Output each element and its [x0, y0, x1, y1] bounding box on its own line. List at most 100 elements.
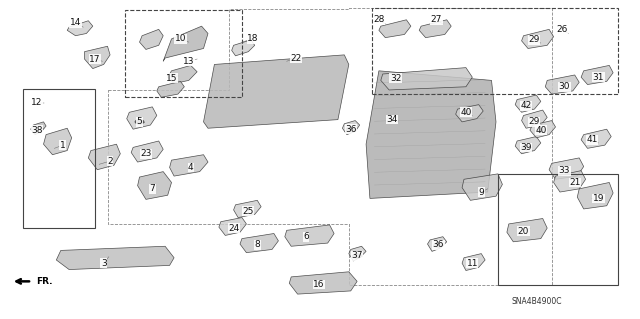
Text: 42: 42 [520, 101, 532, 110]
Bar [23, 89, 95, 228]
Polygon shape [168, 65, 197, 84]
Text: 41: 41 [586, 135, 598, 144]
Text: 32: 32 [390, 74, 401, 83]
Polygon shape [462, 254, 485, 271]
Text: 30: 30 [559, 82, 570, 91]
Text: 21: 21 [569, 178, 580, 187]
Bar [498, 174, 618, 285]
Polygon shape [88, 144, 120, 170]
Text: 1: 1 [60, 141, 65, 150]
Text: 33: 33 [559, 166, 570, 175]
Polygon shape [44, 128, 72, 155]
Text: 38: 38 [31, 126, 43, 135]
Text: 26: 26 [556, 25, 568, 34]
Text: 23: 23 [140, 149, 152, 158]
Polygon shape [428, 237, 447, 251]
Text: 15: 15 [166, 74, 177, 83]
Polygon shape [554, 171, 586, 192]
Polygon shape [204, 55, 349, 128]
Polygon shape [522, 110, 547, 128]
Text: 25: 25 [243, 207, 254, 216]
Text: 29: 29 [529, 35, 540, 44]
Text: 39: 39 [520, 143, 532, 152]
Text: 18: 18 [247, 34, 259, 43]
Text: 4: 4 [188, 163, 193, 172]
Polygon shape [163, 26, 208, 61]
Text: 6: 6 [303, 232, 308, 241]
Text: 36: 36 [345, 125, 356, 134]
Text: 10: 10 [175, 34, 186, 43]
Text: 34: 34 [386, 115, 397, 124]
Text: 40: 40 [535, 126, 547, 135]
Text: 22: 22 [290, 54, 301, 63]
Circle shape [536, 128, 545, 132]
Polygon shape [366, 71, 496, 198]
Text: 40: 40 [460, 108, 472, 117]
Polygon shape [549, 158, 584, 179]
Polygon shape [381, 68, 472, 90]
Text: 11: 11 [467, 259, 478, 268]
Text: 31: 31 [593, 73, 604, 82]
Text: 20: 20 [518, 227, 529, 236]
Polygon shape [84, 46, 110, 69]
Circle shape [434, 243, 443, 247]
Circle shape [353, 254, 362, 258]
Polygon shape [581, 129, 611, 148]
Polygon shape [285, 225, 334, 246]
Text: 9: 9 [479, 188, 484, 197]
Polygon shape [289, 272, 357, 294]
Text: 14: 14 [70, 19, 81, 27]
Polygon shape [581, 65, 613, 85]
Text: 29: 29 [529, 117, 540, 126]
Text: 7: 7 [150, 184, 155, 193]
Polygon shape [219, 218, 246, 235]
Polygon shape [379, 20, 411, 38]
Circle shape [522, 104, 531, 108]
Text: 17: 17 [89, 55, 100, 63]
Polygon shape [522, 29, 554, 48]
Text: 13: 13 [183, 57, 195, 66]
Polygon shape [515, 95, 541, 112]
Polygon shape [240, 234, 278, 253]
Polygon shape [507, 219, 547, 242]
Polygon shape [462, 174, 502, 200]
Text: SNA4B4900C: SNA4B4900C [511, 297, 561, 306]
Polygon shape [140, 29, 163, 49]
Polygon shape [545, 75, 579, 94]
Polygon shape [577, 182, 613, 209]
Polygon shape [157, 81, 184, 97]
Text: 24: 24 [228, 224, 239, 233]
Text: 16: 16 [313, 280, 324, 289]
Text: 2: 2 [108, 157, 113, 166]
Text: 37: 37 [351, 251, 363, 260]
Polygon shape [515, 137, 541, 154]
Text: 28: 28 [373, 15, 385, 24]
Polygon shape [349, 246, 366, 261]
Polygon shape [31, 122, 46, 135]
Polygon shape [67, 21, 93, 36]
Circle shape [522, 145, 531, 150]
Polygon shape [127, 107, 157, 129]
Text: 12: 12 [31, 98, 43, 107]
Text: 8: 8 [255, 241, 260, 249]
Text: 5: 5 [137, 117, 142, 126]
Text: 19: 19 [593, 194, 604, 203]
Polygon shape [138, 172, 172, 199]
Polygon shape [232, 40, 255, 56]
Circle shape [461, 110, 470, 115]
Polygon shape [131, 141, 163, 162]
Polygon shape [56, 246, 174, 270]
Polygon shape [234, 200, 261, 218]
Polygon shape [170, 155, 208, 176]
Polygon shape [342, 121, 360, 135]
Text: 27: 27 [431, 15, 442, 24]
Text: 36: 36 [433, 241, 444, 249]
Polygon shape [530, 121, 556, 138]
Bar [125, 10, 242, 97]
Text: FR.: FR. [36, 277, 53, 286]
Polygon shape [456, 105, 483, 122]
Circle shape [346, 127, 355, 131]
Bar [372, 8, 618, 94]
Polygon shape [419, 20, 451, 38]
Circle shape [135, 120, 144, 124]
